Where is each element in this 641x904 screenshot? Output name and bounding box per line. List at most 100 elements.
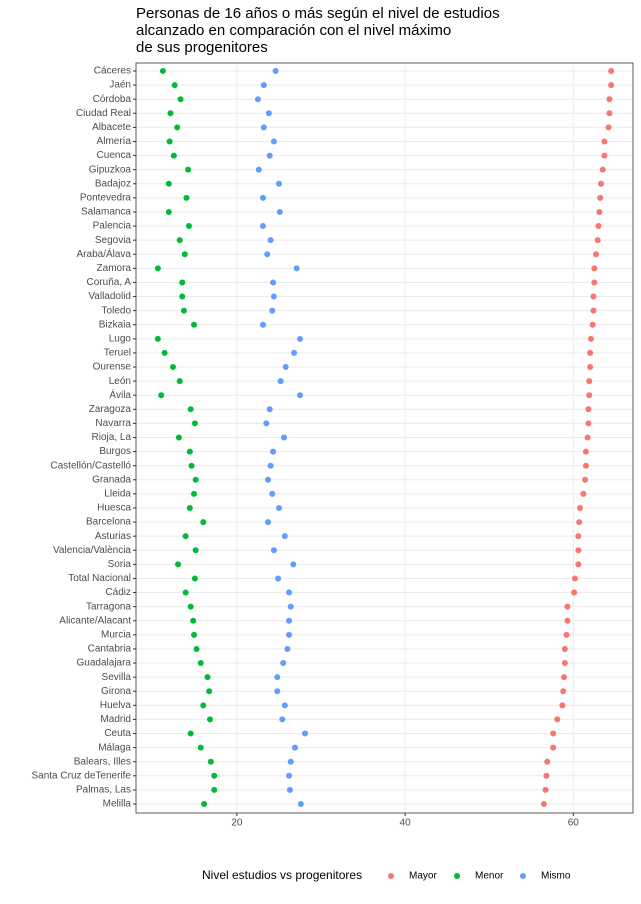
legend-label: Menor — [475, 871, 504, 882]
legend-marker — [388, 873, 394, 879]
dot — [177, 96, 184, 103]
dot — [260, 82, 267, 89]
dot — [176, 378, 183, 385]
dot — [265, 519, 272, 526]
y-tick-label: Tarragona — [86, 601, 131, 612]
dot — [186, 448, 193, 455]
dot — [207, 758, 214, 765]
dot — [582, 476, 589, 483]
dot — [170, 364, 177, 371]
y-tick-label: Total Nacional — [68, 573, 131, 584]
dot — [191, 321, 198, 328]
dot — [608, 82, 615, 89]
dot — [590, 293, 597, 300]
dot — [259, 321, 266, 328]
dot — [161, 349, 168, 356]
y-tick-label: Madrid — [100, 714, 131, 725]
dot — [274, 674, 281, 681]
dot — [269, 490, 276, 497]
dot — [297, 801, 304, 807]
dot — [585, 420, 592, 427]
dot — [165, 208, 172, 215]
dot — [270, 138, 277, 145]
dot — [211, 786, 218, 793]
dot — [543, 772, 550, 779]
y-tick-label: Toledo — [102, 305, 132, 316]
dot — [287, 758, 294, 765]
dot — [281, 533, 288, 540]
dot — [255, 166, 262, 173]
dot — [158, 392, 165, 399]
dot — [280, 660, 287, 667]
chart-title-line: de sus progenitores — [136, 39, 268, 56]
y-tick-label: Rioja, La — [92, 432, 132, 443]
dot — [590, 307, 597, 314]
dot — [595, 223, 602, 230]
dot — [290, 561, 297, 568]
dot — [291, 744, 298, 751]
dot — [175, 434, 182, 441]
y-tick-label: Navarra — [95, 418, 131, 429]
dot — [197, 660, 204, 667]
dot — [282, 364, 289, 371]
dot — [265, 476, 272, 483]
dot — [281, 702, 288, 709]
dot — [275, 504, 282, 511]
dot — [254, 96, 261, 103]
dot — [594, 237, 601, 244]
dot — [589, 321, 596, 328]
dot — [575, 533, 582, 540]
dot — [564, 617, 571, 624]
dot — [201, 801, 208, 807]
dot — [564, 603, 571, 610]
y-tick-label: Cuenca — [97, 150, 132, 161]
y-tick-label: Ciudad Real — [76, 108, 131, 119]
y-tick-label: Asturias — [95, 531, 131, 542]
dot — [167, 110, 174, 117]
dot — [286, 772, 293, 779]
dot — [154, 335, 161, 342]
y-tick-label: Soria — [108, 559, 132, 570]
legend-marker — [454, 873, 460, 879]
dot — [279, 716, 286, 723]
dot — [587, 364, 594, 371]
dot — [182, 533, 189, 540]
dot — [174, 124, 181, 131]
dot — [191, 490, 198, 497]
dot — [608, 68, 615, 74]
y-tick-label: Segovia — [95, 235, 132, 246]
dot — [606, 110, 613, 117]
dot — [542, 786, 549, 793]
dot — [286, 589, 293, 596]
dot — [270, 448, 277, 455]
dot — [286, 631, 293, 638]
y-tick-label: Córdoba — [93, 94, 132, 105]
dot — [286, 786, 293, 793]
dot — [287, 603, 294, 610]
dot — [560, 688, 567, 695]
dot — [575, 561, 582, 568]
dot — [191, 575, 198, 582]
dot — [281, 434, 288, 441]
dot — [206, 688, 213, 695]
y-tick-label: Ávila — [109, 388, 131, 401]
dot — [263, 420, 270, 427]
dot — [586, 378, 593, 385]
dot — [601, 138, 608, 145]
dot — [264, 251, 271, 258]
dot — [286, 617, 293, 624]
dot — [197, 744, 204, 751]
dot — [584, 434, 591, 441]
dot — [550, 744, 557, 751]
dot — [171, 82, 178, 89]
y-tick-label: Balears, Illes — [74, 756, 131, 767]
dot — [192, 476, 199, 483]
dot — [585, 406, 592, 413]
dot — [269, 307, 276, 314]
y-tick-label: Ceuta — [104, 728, 131, 739]
dot — [185, 223, 192, 230]
y-tick-label: Castellón/Castelló — [50, 460, 131, 471]
dot — [284, 645, 291, 652]
dot — [200, 702, 207, 709]
